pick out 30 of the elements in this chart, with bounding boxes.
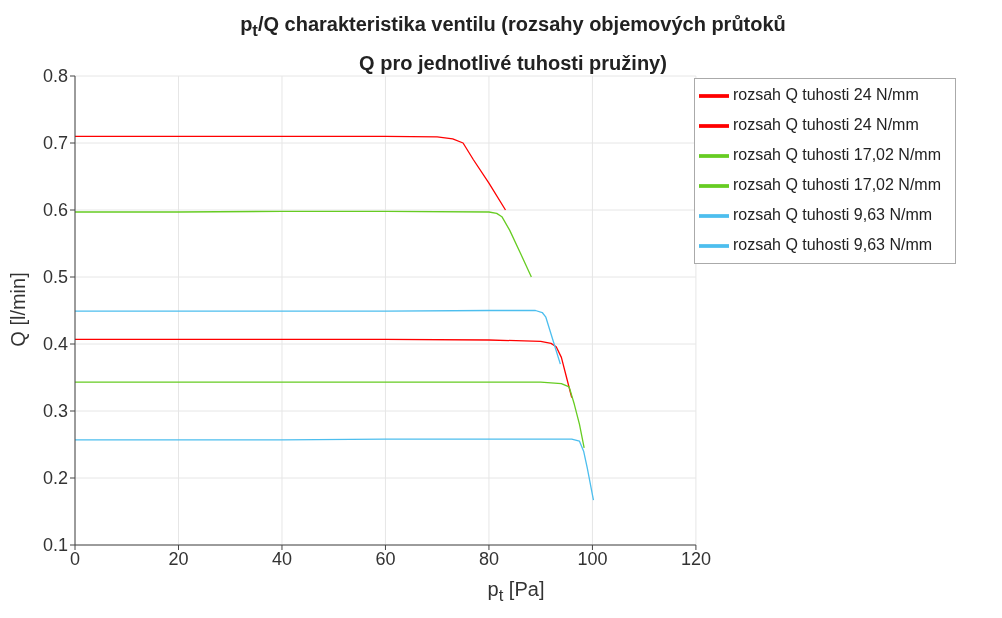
line-series xyxy=(75,438,595,501)
legend-label: rozsah Q tuhosti 24 N/mm xyxy=(732,116,919,134)
y-tick-label: 0.2 xyxy=(42,468,68,489)
y-tick-label: 0.3 xyxy=(42,401,68,422)
legend-label: rozsah Q tuhosti 9,63 N/mm xyxy=(732,236,933,254)
y-tick-label: 0.7 xyxy=(42,133,68,154)
x-axis-title: p$_{t}$ [Pa] xyxy=(486,578,546,606)
x-tick-label: 40 xyxy=(271,548,292,569)
x-tick-label: 60 xyxy=(375,548,396,569)
legend-label: rozsah Q tuhosti 9,63 N/mm xyxy=(732,206,933,224)
y-axis-title: Q [l/min] xyxy=(6,271,30,349)
y-tick-label: 0.8 xyxy=(42,66,68,87)
x-tick-label: 100 xyxy=(577,548,608,569)
chart-title: p$_{t}$/Q charakteristika ventilu (rozsahy objemových průtoků Q pro jednotlivé tuhosti pružiny) xyxy=(239,12,787,76)
x-tick-label: 20 xyxy=(168,548,189,569)
legend-label: rozsah Q tuhosti 17,02 N/mm xyxy=(732,176,941,194)
line-series xyxy=(75,135,507,211)
x-tick-label: 0 xyxy=(69,548,81,569)
y-tick-label: 0.6 xyxy=(42,200,68,221)
x-tick-label: 120 xyxy=(680,548,711,569)
line-series xyxy=(75,381,585,449)
legend-label: rozsah Q tuhosti 17,02 N/mm xyxy=(732,146,941,164)
line-series xyxy=(75,210,533,278)
x-tick-label: 80 xyxy=(478,548,499,569)
line-series xyxy=(75,338,573,399)
y-tick-label: 0.1 xyxy=(42,535,68,556)
legend-label: rozsah Q tuhosti 24 N/mm xyxy=(732,86,919,104)
y-tick-label: 0.4 xyxy=(42,334,68,355)
y-tick-label: 0.5 xyxy=(42,267,68,288)
line-series xyxy=(75,309,561,365)
